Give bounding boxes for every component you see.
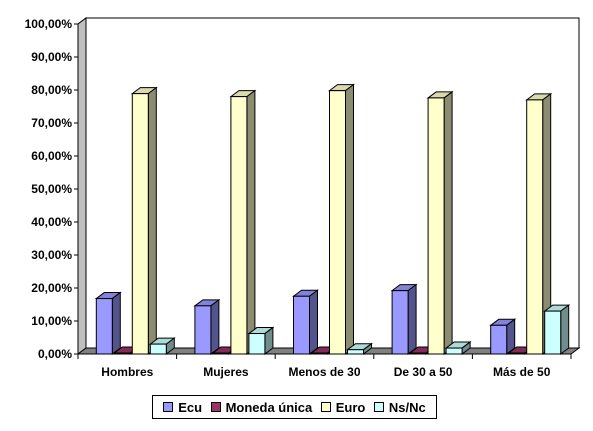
legend-swatch-moneda-unica: [210, 402, 221, 412]
bar-2-2: [328, 83, 355, 355]
y-tick-label: 70,00%: [31, 116, 72, 130]
bar-1-3: [247, 326, 275, 355]
bar-front: [149, 343, 167, 355]
bar-side: [246, 89, 256, 355]
legend-label-ns-nc: Ns/Nc: [388, 399, 426, 415]
y-tick-label: 60,00%: [31, 149, 72, 163]
bar-side: [147, 86, 157, 355]
y-tick-label: 30,00%: [31, 248, 72, 262]
bar-2-0: [292, 289, 319, 355]
bar-side: [309, 289, 318, 355]
y-tick-label: 20,00%: [31, 281, 72, 295]
bar-side: [111, 291, 121, 355]
bar-side: [560, 304, 570, 355]
y-tick-label: 0,00%: [38, 347, 72, 361]
bars: [94, 83, 571, 355]
legend-swatch-euro: [320, 402, 331, 412]
bar-1-0: [193, 298, 221, 355]
bar-1-2: [229, 89, 257, 355]
legend-label-ecu: Ecu: [178, 399, 203, 415]
bar-front: [445, 347, 463, 355]
bar-front: [526, 99, 544, 355]
legend-item-euro: Euro: [320, 399, 366, 415]
bar-front: [131, 93, 149, 355]
legend-label-moneda-unica: Moneda única: [225, 399, 313, 415]
bar-front: [95, 298, 113, 355]
plot-side-wall: [77, 17, 87, 355]
bar-front: [427, 97, 445, 355]
y-tick-label: 40,00%: [31, 215, 72, 229]
legend-swatch-ecu: [163, 402, 174, 412]
x-tick-label: Hombres: [101, 365, 153, 379]
bar-front: [248, 333, 266, 355]
y-tick-label: 80,00%: [31, 83, 72, 97]
bar-front: [347, 349, 364, 355]
bar-4-0: [489, 318, 517, 355]
x-tick-label: Más de 50: [493, 365, 551, 379]
bar-3-0: [390, 283, 418, 355]
bar-front: [329, 90, 346, 355]
bar-front: [544, 310, 562, 355]
bar-4-3: [543, 304, 571, 355]
y-tick-label: 50,00%: [31, 182, 72, 196]
y-tick-label: 10,00%: [31, 314, 72, 328]
x-tick-label: Mujeres: [203, 365, 249, 379]
bar-0-3: [148, 337, 176, 355]
legend-swatch-ns-nc: [373, 402, 384, 412]
bar-front: [293, 295, 310, 355]
bar-front: [391, 290, 409, 355]
bar-0-2: [130, 86, 158, 355]
bar-4-2: [525, 92, 553, 355]
bar-front: [230, 96, 248, 355]
bar-front: [194, 305, 212, 355]
bar-0-0: [94, 291, 122, 355]
legend-item-ecu: Ecu: [163, 400, 202, 415]
bar-side: [407, 283, 417, 355]
legend: Ecu Moneda única Euro Ns/Nc: [152, 395, 437, 419]
legend-item-ns-nc: Ns/Nc: [373, 399, 426, 415]
bar-side: [443, 90, 453, 355]
bar-front: [490, 324, 508, 355]
x-tick-label: De 30 a 50: [394, 365, 453, 379]
y-axis-ticks: 0,00% 10,00% 20,00% 30,00% 40,00% 50,00% 60,00…: [25, 17, 571, 361]
y-tick-label: 100,00%: [25, 17, 73, 31]
legend-label-euro: Euro: [335, 399, 366, 415]
x-axis-labels: Hombres Mujeres Menos de 30 De 30 a 50 Más d…: [77, 354, 572, 379]
bar-side: [210, 298, 220, 355]
bar-3-3: [444, 341, 472, 355]
bar-side: [345, 83, 354, 355]
x-tick-label: Menos de 30: [288, 365, 360, 379]
bar-3-2: [426, 90, 454, 355]
y-tick-label: 90,00%: [31, 50, 72, 64]
legend-item-moneda-unica: Moneda única: [210, 399, 313, 415]
